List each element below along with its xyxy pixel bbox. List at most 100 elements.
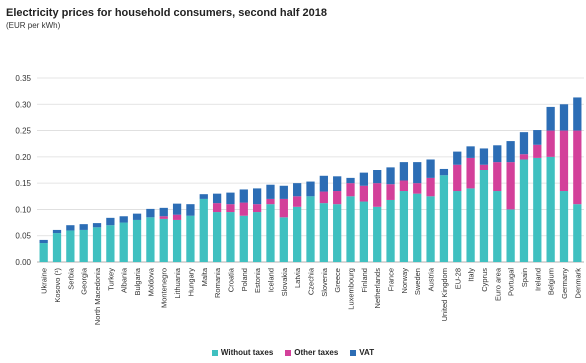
- x-tick-label: Ukraine: [40, 268, 49, 294]
- bar-segment: [146, 217, 155, 262]
- bar-segment: [506, 141, 515, 163]
- bar-segment: [399, 162, 409, 181]
- x-tick-label: Estonia: [253, 267, 262, 293]
- legend-item: Other taxes: [285, 348, 338, 357]
- bar-segment: [293, 183, 302, 197]
- bar-segment: [426, 159, 435, 178]
- bar-segment: [199, 198, 208, 262]
- x-tick-label: Albania: [120, 267, 129, 293]
- x-tick-label: Latvia: [293, 267, 302, 288]
- chart-subtitle: (EUR per kWh): [6, 21, 61, 30]
- legend-item: Without taxes: [211, 348, 274, 357]
- x-tick-label: Czechia: [307, 267, 316, 295]
- bar-segment: [466, 157, 475, 189]
- x-tick-label: Hungary: [186, 268, 195, 297]
- x-tick-label: Belgium: [547, 268, 556, 295]
- bar-segment: [413, 193, 422, 262]
- bar-segment: [52, 233, 62, 262]
- bar-segment: [306, 181, 315, 197]
- y-tick-label: 0.05: [15, 232, 31, 241]
- x-tick-label: Malta: [200, 267, 209, 286]
- bar-segment: [413, 162, 422, 184]
- x-tick-label: Greece: [333, 268, 342, 293]
- legend: Without taxes Other taxes VAT: [0, 348, 586, 357]
- bar-segment: [333, 204, 342, 262]
- bar-segment: [399, 180, 409, 192]
- x-tick-label: Netherlands: [373, 268, 382, 309]
- bar-segment: [399, 191, 409, 262]
- bar-segment: [306, 196, 315, 262]
- bar-segment: [479, 170, 489, 262]
- bar-segment: [333, 191, 342, 205]
- bar-segment: [172, 203, 182, 215]
- x-tick-label: France: [387, 268, 396, 291]
- bar-segment: [266, 184, 275, 199]
- bar-segment: [493, 145, 502, 163]
- bar-segment: [506, 209, 515, 262]
- bar-segment: [439, 168, 449, 176]
- x-tick-label: EU-28: [453, 268, 462, 289]
- bar-segment: [172, 214, 182, 220]
- x-tick-label: Slovakia: [280, 267, 289, 296]
- bar-segment: [226, 192, 235, 205]
- x-tick-label: North Macedonia: [93, 267, 102, 325]
- bar-segment: [199, 194, 208, 199]
- bar-segment: [439, 175, 449, 262]
- bar-segment: [479, 148, 489, 165]
- bar-segment: [493, 162, 502, 192]
- bar-segment: [66, 225, 75, 231]
- x-tick-label: Bulgaria: [133, 267, 142, 295]
- bar-segment: [319, 175, 328, 192]
- bar-segment: [519, 132, 529, 155]
- bar-segment: [466, 146, 475, 158]
- x-tick-label: Georgia: [80, 267, 89, 295]
- bar-segment: [252, 204, 262, 213]
- bar-segment: [493, 191, 502, 262]
- bar-segment: [546, 130, 555, 157]
- bar-segment: [346, 196, 355, 262]
- bar-segment: [212, 193, 222, 204]
- bar-segment: [426, 177, 435, 197]
- legend-label: VAT: [359, 348, 375, 357]
- legend-label: Without taxes: [220, 348, 274, 357]
- bar-segment: [546, 156, 555, 262]
- bar-segment: [373, 170, 382, 184]
- bar-segment: [386, 199, 395, 262]
- y-tick-label: 0.00: [15, 258, 31, 267]
- legend-swatch: [285, 349, 292, 356]
- legend-swatch: [350, 349, 357, 356]
- bar-segment: [466, 188, 475, 262]
- bar-segment: [239, 215, 248, 262]
- bar-segment: [279, 217, 288, 262]
- bar-segment: [106, 217, 115, 226]
- x-tick-label: Denmark: [573, 268, 582, 299]
- bar-segment: [119, 222, 128, 262]
- chart-title: Electricity prices for household consume…: [6, 7, 327, 19]
- y-tick-label: 0.25: [15, 127, 31, 136]
- x-tick-label: Slovenia: [320, 267, 329, 297]
- x-tick-label: Italy: [467, 268, 476, 282]
- x-tick-label: Moldova: [146, 267, 155, 296]
- bar-segment: [359, 185, 369, 202]
- bar-segment: [39, 239, 48, 244]
- bar-segment: [212, 203, 222, 213]
- bar-segment: [252, 212, 262, 262]
- x-tick-label: Euro area: [493, 267, 502, 301]
- bar-segment: [559, 191, 569, 262]
- x-tick-label: Poland: [240, 268, 249, 291]
- x-tick-label: Cyprus: [480, 268, 489, 292]
- bar-segment: [186, 215, 195, 262]
- bar-segment: [519, 159, 529, 262]
- bar-segment: [533, 157, 542, 262]
- bar-segment: [319, 191, 328, 204]
- bar-segment: [373, 183, 382, 207]
- bar-segment: [79, 229, 88, 262]
- y-tick-label: 0.30: [15, 100, 31, 109]
- x-tick-label: Iceland: [266, 268, 275, 292]
- bar-segment: [239, 189, 248, 203]
- x-tick-label: Montenegro: [160, 268, 169, 308]
- y-tick-label: 0.20: [15, 153, 31, 162]
- y-tick-label: 0.35: [15, 74, 31, 83]
- bar-segment: [146, 208, 155, 218]
- x-tick-label: Austria: [427, 267, 436, 291]
